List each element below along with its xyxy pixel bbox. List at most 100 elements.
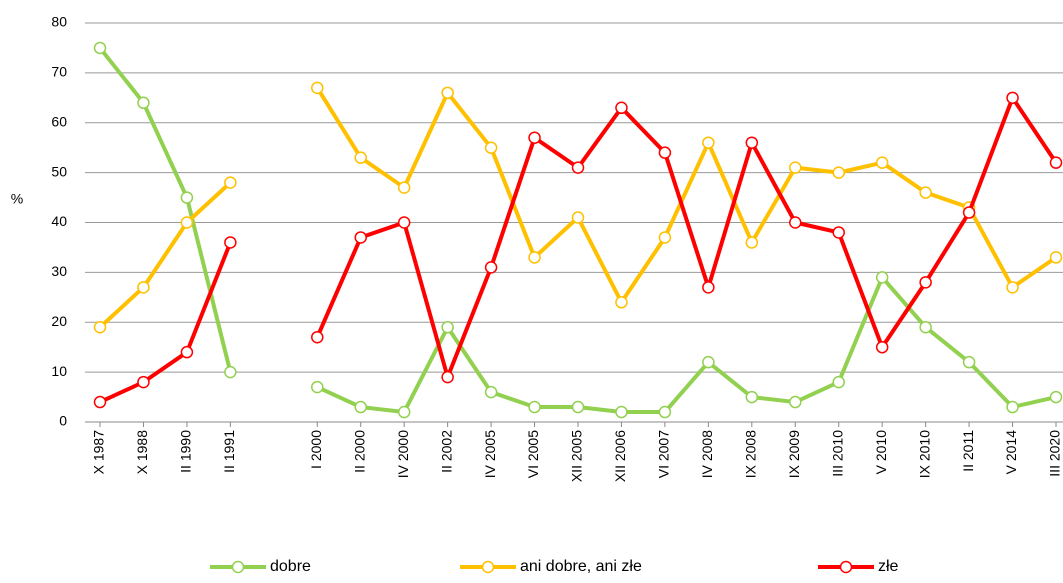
y-tick-label: 70 <box>51 64 67 80</box>
point <box>441 370 454 384</box>
point <box>93 320 107 334</box>
x-tick-label: IV 2000 <box>395 430 411 478</box>
point <box>354 400 367 414</box>
point <box>224 236 237 249</box>
x-tick-label: II 2002 <box>438 430 454 473</box>
series-line <box>98 86 1058 329</box>
point <box>745 236 759 249</box>
x-tick-label: IX 2008 <box>743 430 759 478</box>
y-tick-label: 80 <box>51 14 67 30</box>
point <box>180 191 194 204</box>
y-tick-label: 20 <box>51 313 67 329</box>
point <box>484 385 498 399</box>
x-tick-label: IV 2008 <box>699 430 715 478</box>
point <box>397 405 411 419</box>
point <box>137 96 150 110</box>
x-tick-label: II 2011 <box>960 430 976 472</box>
point <box>528 131 541 144</box>
x-tick-label: II 1990 <box>178 430 194 473</box>
point <box>702 136 715 149</box>
point <box>1006 281 1019 294</box>
point <box>397 216 411 229</box>
point <box>962 206 976 219</box>
point <box>832 166 845 179</box>
point <box>571 161 585 174</box>
point <box>1006 91 1019 105</box>
x-tick-label: IX 2009 <box>786 430 802 478</box>
point <box>528 251 541 264</box>
point <box>224 176 237 189</box>
x-tick-label: III 2020 <box>1047 430 1063 477</box>
point <box>615 296 628 309</box>
point <box>354 231 367 244</box>
point <box>1049 156 1063 169</box>
series-line <box>99 95 1058 404</box>
x-tick-label: IV 2005 <box>482 430 498 478</box>
point <box>137 281 150 294</box>
point <box>571 400 585 414</box>
point <box>180 345 194 359</box>
point <box>702 355 715 369</box>
x-tick-label: X 1987 <box>91 430 107 475</box>
point <box>745 136 759 149</box>
point <box>311 330 324 344</box>
point <box>789 161 802 174</box>
point <box>658 405 672 419</box>
point <box>789 216 802 229</box>
x-tick-label: I 2000 <box>308 430 324 469</box>
point <box>93 395 107 409</box>
y-tick-label: 0 <box>59 413 67 429</box>
series-line <box>98 46 1057 415</box>
point <box>1049 251 1063 264</box>
point <box>658 231 672 244</box>
point <box>875 340 889 354</box>
x-tick-label: VI 2007 <box>656 430 672 478</box>
x-tick-label: XII 2006 <box>612 430 628 482</box>
legend-label: dobre <box>270 558 311 575</box>
point <box>137 375 150 389</box>
x-tick-label: II 1991 <box>221 430 237 473</box>
x-tick-label: III 2010 <box>829 430 845 477</box>
point <box>354 151 367 164</box>
point <box>180 216 194 229</box>
y-tick-label: 50 <box>51 163 67 179</box>
x-tick-label: X 1988 <box>134 430 150 475</box>
point <box>1049 390 1063 404</box>
point <box>441 320 454 334</box>
point <box>615 405 628 419</box>
x-tick-label: II 2000 <box>351 430 367 473</box>
point <box>397 181 411 194</box>
x-tick-label: V 2010 <box>873 430 889 475</box>
legend-marker <box>839 560 853 574</box>
y-tick-label: 60 <box>51 113 67 129</box>
x-tick-label: XII 2005 <box>569 430 585 482</box>
point <box>832 375 845 389</box>
point <box>789 395 802 409</box>
point <box>919 276 932 289</box>
x-tick-label: V 2014 <box>1003 430 1019 475</box>
x-tick-label: IX 2010 <box>916 430 932 478</box>
point <box>441 86 454 100</box>
point <box>311 380 324 394</box>
legend-label: ani dobre, ani złe <box>520 558 642 575</box>
point <box>832 226 845 239</box>
y-tick-label: 10 <box>51 363 67 379</box>
y-tick-label: 30 <box>51 263 67 279</box>
point <box>962 355 976 369</box>
point <box>311 81 324 95</box>
x-tick-label: VI 2005 <box>525 430 541 478</box>
point <box>615 101 628 115</box>
legend-label: złe <box>878 558 899 575</box>
point <box>658 146 672 159</box>
point <box>528 400 541 414</box>
point <box>484 141 498 154</box>
point <box>1006 400 1019 414</box>
point <box>571 211 585 224</box>
point <box>224 365 237 379</box>
point <box>919 320 932 334</box>
point <box>919 186 932 199</box>
point <box>875 156 889 169</box>
legend-marker <box>481 560 495 574</box>
point <box>702 281 715 294</box>
